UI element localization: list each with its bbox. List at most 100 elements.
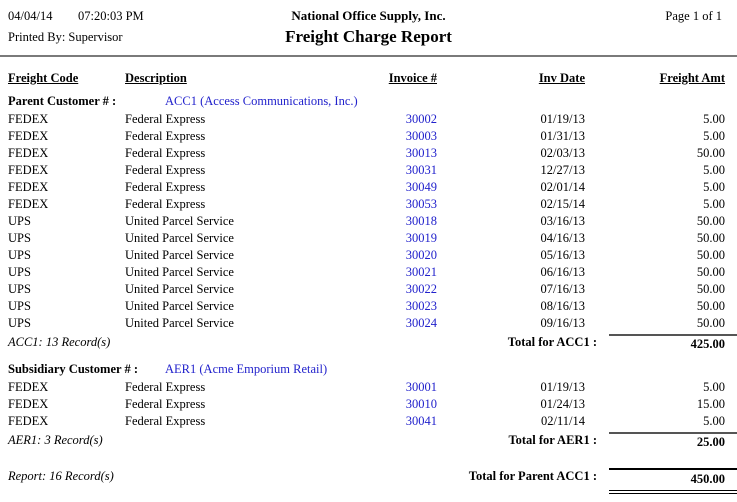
customer-label: Subsidiary Customer # : — [8, 362, 138, 376]
double-rule — [609, 490, 737, 494]
freight-code-cell: UPS — [8, 282, 31, 296]
column-header-description: Description — [125, 71, 187, 85]
group-record-count: AER1: 3 Record(s) — [8, 433, 103, 447]
freight-code-cell: UPS — [8, 316, 31, 330]
table-row: UPS United Parcel Service 30019 04/16/13… — [0, 230, 737, 247]
customer-link[interactable]: AER1 (Acme Emporium Retail) — [165, 362, 328, 376]
freight-amt-cell: 50.00 — [696, 146, 725, 160]
print-time: 07:20:03 PM — [78, 9, 144, 23]
inv-date-cell: 12/27/13 — [540, 163, 585, 177]
table-row: UPS United Parcel Service 30022 07/16/13… — [0, 281, 737, 298]
invoice-link[interactable]: 30010 — [405, 397, 437, 411]
table-row: FEDEX Federal Express 30013 02/03/13 50.… — [0, 145, 737, 162]
inv-date-cell: 02/01/14 — [540, 180, 585, 194]
customer-header-row: Parent Customer # : ACC1 (Access Communic… — [0, 92, 737, 111]
invoice-link[interactable]: 30024 — [405, 316, 437, 330]
table-row: UPS United Parcel Service 30020 05/16/13… — [0, 247, 737, 264]
invoice-link[interactable]: 30019 — [405, 231, 437, 245]
freight-amt-cell: 50.00 — [696, 265, 725, 279]
freight-amt-cell: 50.00 — [696, 299, 725, 313]
table-row: UPS United Parcel Service 30023 08/16/13… — [0, 298, 737, 315]
report-record-count: Report: 16 Record(s) — [8, 469, 114, 483]
group-rows: FEDEX Federal Express 30001 01/19/13 5.0… — [0, 379, 737, 430]
freight-code-cell: UPS — [8, 265, 31, 279]
description-cell: Federal Express — [125, 397, 206, 411]
freight-amt-cell: 50.00 — [696, 231, 725, 245]
table-row: FEDEX Federal Express 30001 01/19/13 5.0… — [0, 379, 737, 396]
description-cell: Federal Express — [125, 414, 206, 428]
freight-amt-cell: 5.00 — [703, 129, 725, 143]
table-row: FEDEX Federal Express 30053 02/15/14 5.0… — [0, 196, 737, 213]
description-cell: Federal Express — [125, 129, 206, 143]
group-total-label: Total for AER1 : — [508, 433, 597, 447]
report-total-label: Total for Parent ACC1 : — [468, 469, 597, 483]
print-date: 04/04/14 — [8, 9, 53, 23]
column-header-row: Freight Code Description Invoice # Inv D… — [0, 70, 737, 88]
company-name: National Office Supply, Inc. — [291, 8, 446, 23]
description-cell: United Parcel Service — [125, 282, 234, 296]
report-total-amount-column: 450.00 — [609, 468, 737, 494]
inv-date-cell: 03/16/13 — [540, 214, 585, 228]
description-cell: Federal Express — [125, 146, 206, 160]
inv-date-cell: 01/31/13 — [540, 129, 585, 143]
invoice-link[interactable]: 30002 — [405, 112, 437, 126]
freight-amt-cell: 5.00 — [703, 112, 725, 126]
group-total-amount: 425.00 — [609, 334, 737, 353]
description-cell: United Parcel Service — [125, 231, 234, 245]
inv-date-cell: 02/11/14 — [541, 414, 585, 428]
freight-code-cell: FEDEX — [8, 129, 49, 143]
inv-date-cell: 04/16/13 — [540, 231, 585, 245]
invoice-link[interactable]: 30013 — [405, 146, 437, 160]
freight-code-cell: FEDEX — [8, 112, 49, 126]
freight-amt-cell: 50.00 — [696, 248, 725, 262]
page-indicator: Page 1 of 1 — [665, 9, 722, 23]
inv-date-cell: 09/16/13 — [540, 316, 585, 330]
invoice-link[interactable]: 30023 — [405, 299, 437, 313]
freight-code-cell: FEDEX — [8, 146, 49, 160]
invoice-link[interactable]: 30020 — [405, 248, 437, 262]
invoice-link[interactable]: 30053 — [405, 197, 437, 211]
description-cell: United Parcel Service — [125, 265, 234, 279]
freight-amt-cell: 5.00 — [703, 197, 725, 211]
invoice-link[interactable]: 30018 — [405, 214, 437, 228]
table-row: FEDEX Federal Express 30003 01/31/13 5.0… — [0, 128, 737, 145]
group-total-label: Total for ACC1 : — [507, 335, 597, 349]
inv-date-cell: 01/19/13 — [540, 112, 585, 126]
table-row: UPS United Parcel Service 30021 06/16/13… — [0, 264, 737, 281]
freight-code-cell: FEDEX — [8, 163, 49, 177]
invoice-link[interactable]: 30031 — [405, 163, 437, 177]
description-cell: United Parcel Service — [125, 248, 234, 262]
inv-date-cell: 07/16/13 — [540, 282, 585, 296]
invoice-link[interactable]: 30021 — [405, 265, 437, 279]
customer-link[interactable]: ACC1 (Access Communications, Inc.) — [165, 94, 358, 108]
inv-date-cell: 06/16/13 — [540, 265, 585, 279]
freight-code-cell: UPS — [8, 214, 31, 228]
customer-header-row: Subsidiary Customer # : AER1 (Acme Empori… — [0, 360, 737, 379]
invoice-link[interactable]: 30022 — [405, 282, 437, 296]
customer-label: Parent Customer # : — [8, 94, 117, 108]
description-cell: United Parcel Service — [125, 214, 234, 228]
description-cell: Federal Express — [125, 197, 206, 211]
customer-group: Subsidiary Customer # : AER1 (Acme Empori… — [0, 360, 737, 452]
table-row: UPS United Parcel Service 30018 03/16/13… — [0, 213, 737, 230]
freight-amt-cell: 50.00 — [696, 316, 725, 330]
printed-by: Printed By: Supervisor — [8, 30, 123, 44]
freight-amt-cell: 50.00 — [696, 214, 725, 228]
invoice-link[interactable]: 30003 — [405, 129, 437, 143]
report-page-header: 04/04/14 07:20:03 PM National Office Sup… — [0, 0, 737, 57]
inv-date-cell: 02/03/13 — [540, 146, 585, 160]
inv-date-cell: 01/24/13 — [540, 397, 585, 411]
freight-code-cell: FEDEX — [8, 380, 49, 394]
description-cell: Federal Express — [125, 112, 206, 126]
customer-groups: Parent Customer # : ACC1 (Access Communic… — [0, 92, 737, 452]
table-row: FEDEX Federal Express 30049 02/01/14 5.0… — [0, 179, 737, 196]
group-total-row: AER1: 3 Record(s) Total for AER1 : 25.00 — [0, 432, 737, 452]
table-row: UPS United Parcel Service 30024 09/16/13… — [0, 315, 737, 332]
column-header-freight-amt: Freight Amt — [659, 71, 725, 85]
invoice-link[interactable]: 30001 — [405, 380, 437, 394]
invoice-link[interactable]: 30049 — [405, 180, 437, 194]
group-record-count: ACC1: 13 Record(s) — [8, 335, 111, 349]
freight-code-cell: FEDEX — [8, 414, 49, 428]
invoice-link[interactable]: 30041 — [405, 414, 437, 428]
